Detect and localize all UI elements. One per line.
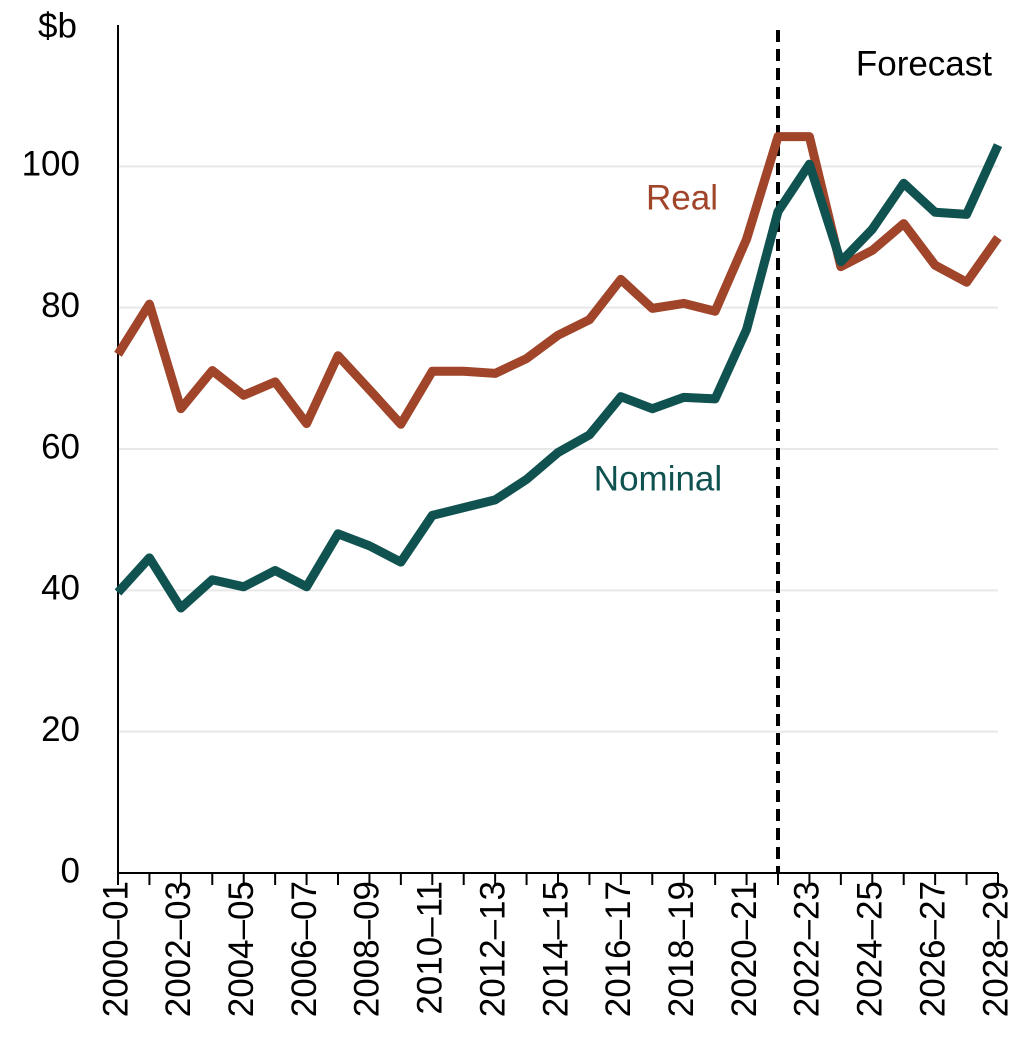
x-tick-label: 2028–29 [976, 881, 1015, 1017]
x-tick-label: 2022–23 [788, 881, 827, 1017]
x-tick-label: 2006–07 [285, 881, 324, 1017]
y-axis-label: $b [38, 6, 77, 45]
y-tick-label: 40 [41, 569, 80, 608]
x-tick-label: 2018–19 [662, 881, 701, 1017]
y-tick-label: 80 [41, 286, 80, 325]
series-label: Real [646, 178, 718, 217]
x-tick-label: 2010–11 [411, 881, 450, 1015]
x-tick-label: 2024–25 [851, 881, 890, 1017]
y-tick-label: 0 [61, 851, 80, 890]
x-tick-label: 2016–17 [599, 881, 638, 1017]
y-tick-label: 20 [41, 710, 80, 749]
x-tick-label: 2004–05 [222, 881, 261, 1017]
x-tick-label: 2008–09 [348, 881, 387, 1017]
y-tick-label: 60 [41, 427, 80, 466]
x-tick-label: 2002–03 [159, 881, 198, 1017]
x-tick-label: 2026–27 [913, 881, 952, 1017]
series-label: Nominal [594, 459, 722, 498]
forecast-label: Forecast [856, 44, 992, 83]
series-line [114, 132, 1002, 429]
x-tick-label: 2020–21 [725, 881, 764, 1017]
series-line [114, 143, 1003, 613]
x-tick-label: 2012–13 [473, 881, 512, 1017]
x-tick-label: 2000–01 [96, 881, 135, 1017]
x-tick-label: 2014–15 [536, 881, 575, 1017]
y-tick-label: 100 [22, 145, 80, 184]
